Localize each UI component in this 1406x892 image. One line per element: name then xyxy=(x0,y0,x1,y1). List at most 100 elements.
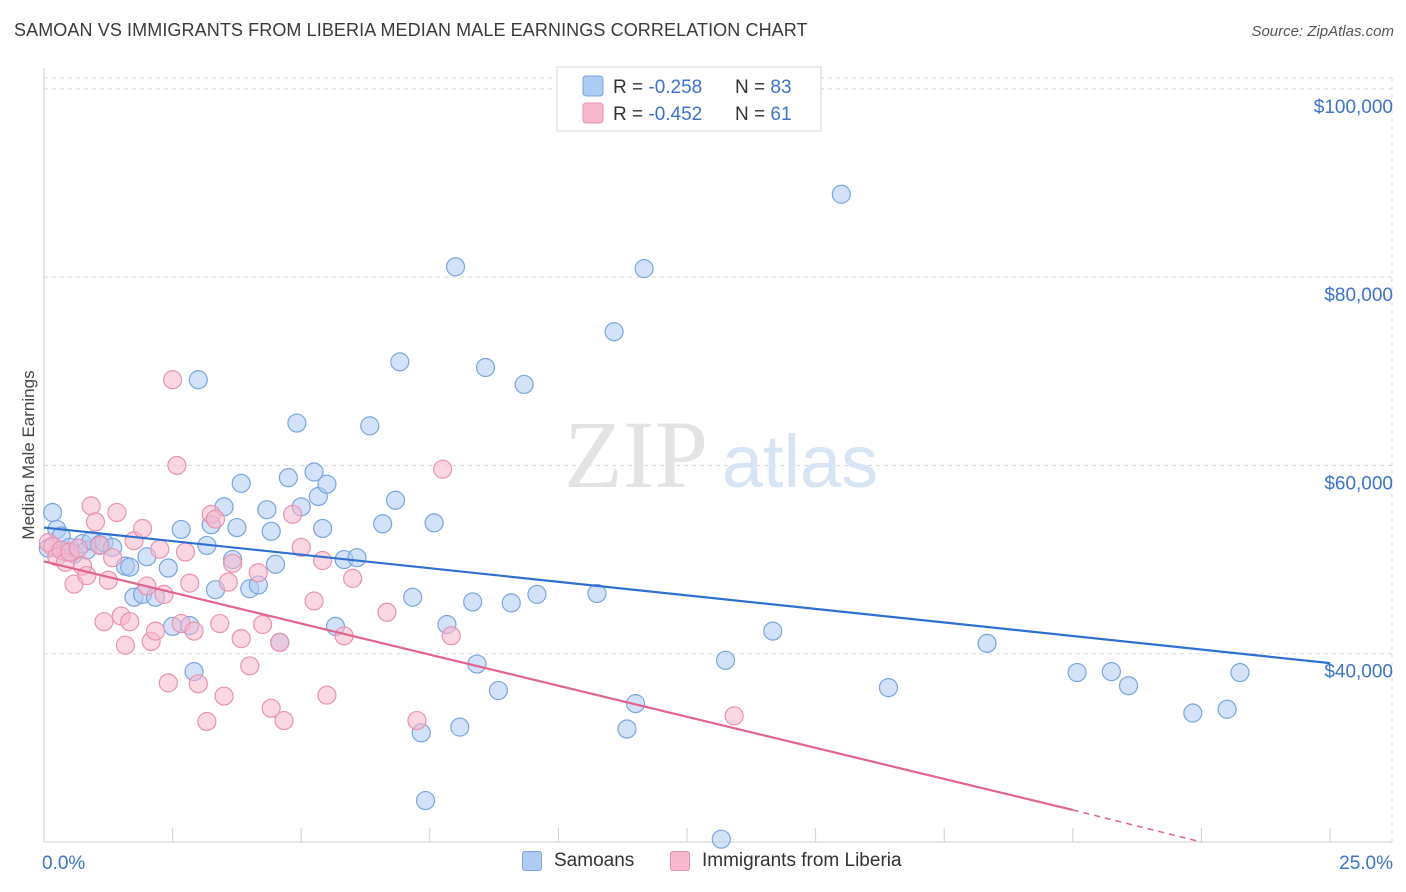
samoan-point-38 xyxy=(278,468,298,488)
svg-text:R = -0.452: R = -0.452 xyxy=(613,104,702,125)
liberia-point-55 xyxy=(343,568,363,588)
samoan-point-75 xyxy=(878,677,899,698)
liberia-point-35 xyxy=(197,711,217,732)
legend-item-samoans: Samoans xyxy=(522,850,634,872)
samoan-point-62 xyxy=(488,680,508,701)
samoan-point-54 xyxy=(415,790,436,811)
y-tick-label-1: $60,000 xyxy=(1324,473,1393,494)
legend-swatch-samoans xyxy=(582,75,604,97)
samoan-point-47 xyxy=(347,548,367,568)
liberia-point-10 xyxy=(81,496,101,516)
y-tick-label-3: $100,000 xyxy=(1314,97,1393,118)
legend-n-label-2: N = xyxy=(735,104,770,125)
samoan-point-24 xyxy=(188,370,208,390)
watermark-atlas: atlas xyxy=(722,420,878,503)
legend-label-liberia: Immigrants from Liberia xyxy=(702,850,902,871)
samoan-point-63 xyxy=(501,593,521,613)
liberia-point-33 xyxy=(184,621,204,641)
samoan-point-1 xyxy=(42,502,63,523)
chart-title: SAMOAN VS IMMIGRANTS FROM LIBERIA MEDIAN… xyxy=(14,20,808,40)
legend-swatch-samoans-bottom xyxy=(522,851,542,871)
svg-text:R = -0.258: R = -0.258 xyxy=(613,77,702,98)
samoan-point-66 xyxy=(587,583,607,604)
samoan-point-64 xyxy=(514,374,534,395)
liberia-point-56 xyxy=(377,602,397,622)
samoan-point-19 xyxy=(158,558,178,578)
liberia-point-49 xyxy=(283,504,303,524)
liberia-point-29 xyxy=(167,455,187,476)
liberia-point-52 xyxy=(313,550,333,571)
samoan-point-68 xyxy=(617,719,637,739)
liberia-point-34 xyxy=(188,674,208,694)
samoan-point-78 xyxy=(1101,661,1121,682)
samoan-point-39 xyxy=(287,413,307,433)
samoan-point-48 xyxy=(360,416,380,436)
liberia-point-48 xyxy=(274,710,294,731)
legend-r-value-2: -0.452 xyxy=(648,104,702,125)
samoan-point-44 xyxy=(317,474,337,494)
samoan-trend-line xyxy=(43,526,1331,665)
liberia-point-41 xyxy=(223,553,243,573)
liberia-point-11 xyxy=(85,512,106,532)
legend-swatch-liberia-bottom xyxy=(670,851,690,871)
liberia-point-47 xyxy=(270,632,290,653)
samoan-point-55 xyxy=(424,513,444,533)
svg-text:N = 83: N = 83 xyxy=(735,77,792,98)
legend-r-label-2: R = xyxy=(613,104,648,125)
y-tick-label-2: $80,000 xyxy=(1324,285,1393,306)
samoan-point-70 xyxy=(634,259,654,279)
samoan-point-59 xyxy=(463,592,483,612)
trend-layer xyxy=(43,526,1331,843)
samoan-point-43 xyxy=(313,518,333,539)
samoan-point-14 xyxy=(120,557,140,577)
samoan-point-77 xyxy=(1067,662,1087,683)
samoan-point-57 xyxy=(445,257,466,277)
samoan-point-73 xyxy=(763,621,783,641)
liberia-point-7 xyxy=(68,538,88,558)
liberia-point-60 xyxy=(724,706,744,726)
label-layer: $40,000 $60,000 $80,000 $100,000 0.0% 25.0% Me… xyxy=(19,97,1393,874)
samoan-point-65 xyxy=(527,584,547,604)
samoan-point-36 xyxy=(265,554,286,574)
legend-label-samoans: Samoans xyxy=(554,850,635,871)
liberia-point-32 xyxy=(180,573,200,593)
samoan-point-80 xyxy=(1183,703,1203,723)
liberia-point-40 xyxy=(218,572,238,592)
svg-text:N = 61: N = 61 xyxy=(735,104,792,125)
samoan-point-79 xyxy=(1118,676,1139,696)
liberia-point-21 xyxy=(132,518,153,539)
samoan-point-21 xyxy=(171,519,191,540)
samoan-point-76 xyxy=(977,633,997,653)
legend-swatch-liberia xyxy=(582,102,604,124)
legend-item-liberia: Immigrants from Liberia xyxy=(670,850,902,872)
liberia-point-42 xyxy=(231,629,251,649)
liberia-point-39 xyxy=(214,686,234,706)
liberia-point-19 xyxy=(120,612,140,632)
liberia-point-45 xyxy=(253,614,273,635)
samoan-point-35 xyxy=(261,521,281,541)
samoan-point-49 xyxy=(373,514,393,534)
liberia-point-43 xyxy=(240,656,260,676)
legend-r-value-1: -0.258 xyxy=(648,77,702,98)
watermark: ZIP atlas xyxy=(564,401,878,508)
samoan-point-51 xyxy=(390,352,410,372)
points-layer xyxy=(38,184,1250,849)
liberia-point-28 xyxy=(163,370,183,390)
liberia-point-13 xyxy=(94,612,114,632)
legend-top: R = -0.258 N = 83 R = -0.452 N = 61 xyxy=(556,66,822,132)
liberia-point-38 xyxy=(210,613,230,634)
liberia-point-31 xyxy=(175,542,196,562)
liberia-point-50 xyxy=(291,537,311,557)
legend-r-label-1: R = xyxy=(613,77,648,98)
grid-layer xyxy=(44,77,1393,842)
y-tick-label-0: $40,000 xyxy=(1324,662,1393,683)
liberia-point-15 xyxy=(102,548,123,568)
liberia-point-18 xyxy=(115,635,136,655)
samoan-point-52 xyxy=(403,587,423,607)
watermark-zip: ZIP xyxy=(564,401,708,508)
liberia-point-27 xyxy=(158,673,178,693)
samoan-point-81 xyxy=(1217,699,1237,719)
liberia-point-57 xyxy=(407,710,427,731)
x-tick-label-1: 25.0% xyxy=(1339,853,1393,874)
